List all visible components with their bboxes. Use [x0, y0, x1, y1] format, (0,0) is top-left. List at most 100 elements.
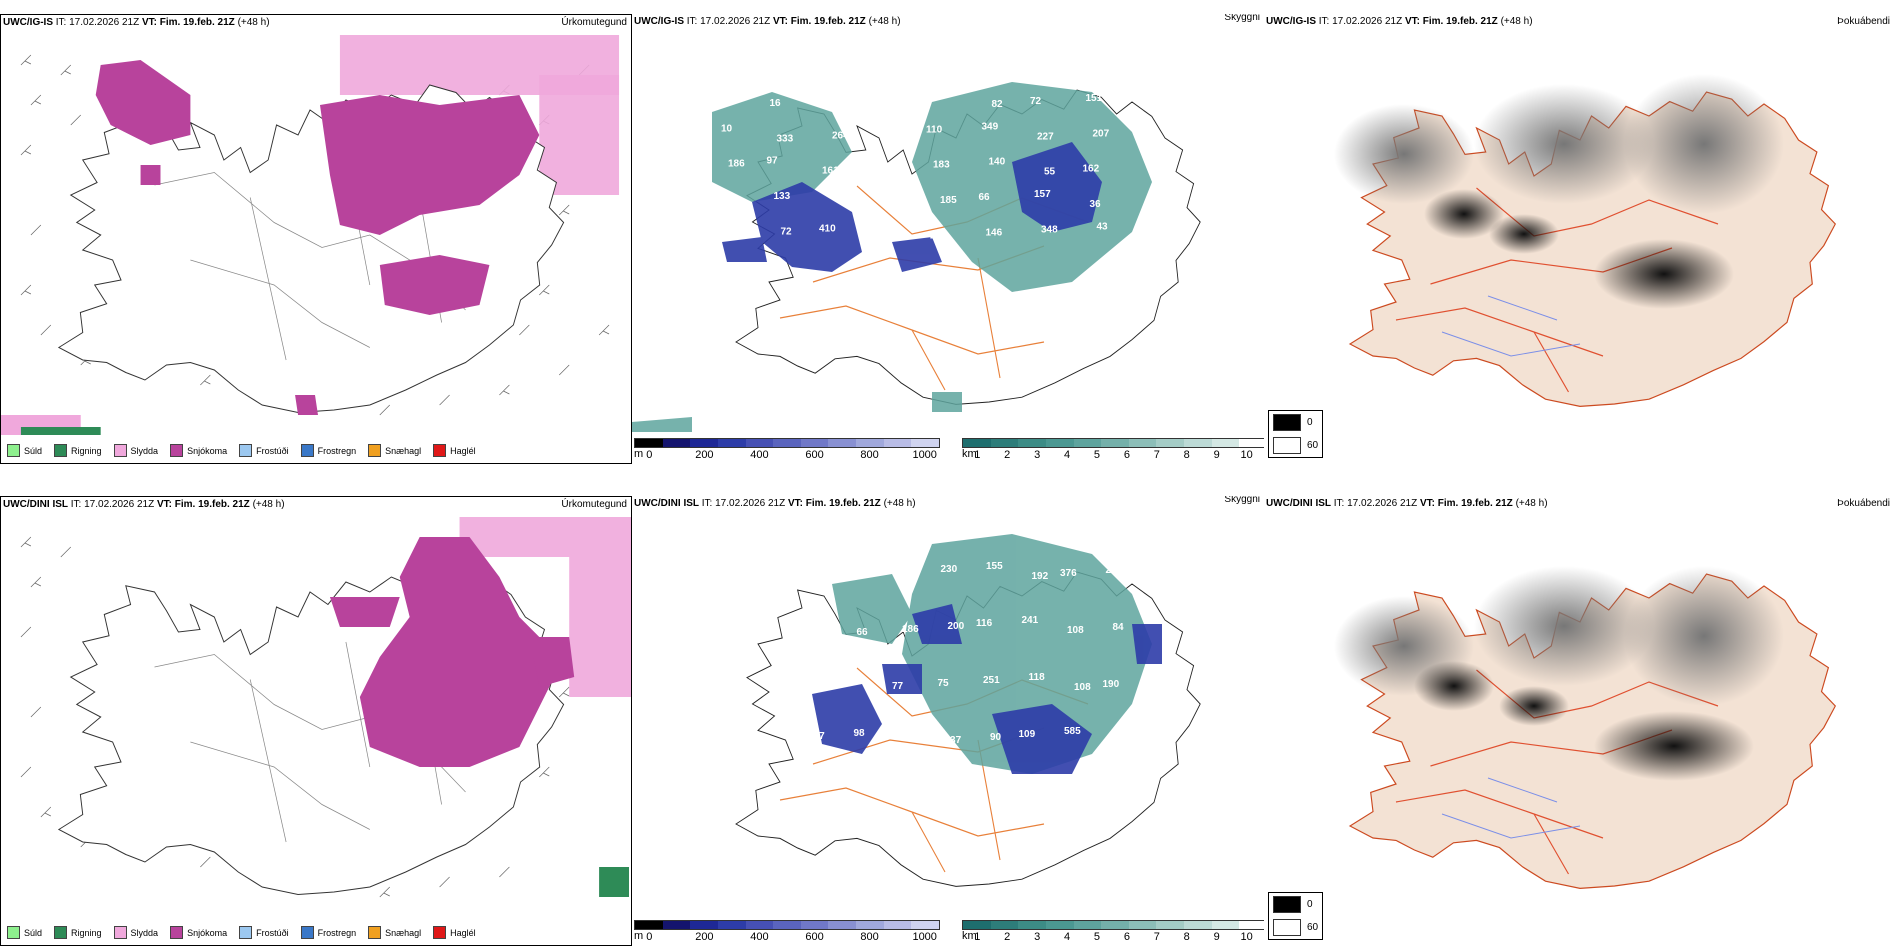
- panel-title: Úrkomutegund: [561, 499, 627, 510]
- visibility-value-label: 94: [885, 198, 897, 209]
- colorbar-tick: 8: [1183, 931, 1190, 943]
- lead-time: (+48 h): [868, 16, 901, 27]
- legend-swatch: [54, 444, 68, 457]
- legend-item: Haglél: [433, 444, 476, 457]
- colorbar-tick: 3: [1034, 449, 1041, 461]
- panel-header: UWC/IG-IS IT: 17.02.2026 21Z VT: Fim. 19…: [1266, 16, 1890, 32]
- visibility-value-label: 264: [832, 130, 849, 141]
- legend-item: Rigning: [54, 444, 102, 457]
- visibility-value-label: 108: [1067, 625, 1084, 636]
- visibility-value-label: 98: [854, 728, 866, 739]
- precip-panel-top: UWC/IG-IS IT: 17.02.2026 21Z VT: Fim. 19…: [0, 14, 632, 464]
- visibility-value-label: 190: [1103, 679, 1120, 690]
- colorbar-tick: 7: [1153, 931, 1160, 943]
- colorbar-swatch: [1073, 439, 1102, 447]
- panel-header: UWC/IG-IS IT: 17.02.2026 21Z VT: Fim. 19…: [3, 17, 627, 33]
- legend-item: Súld: [7, 926, 42, 939]
- fog-legend: 0 60: [1268, 410, 1324, 458]
- colorbar-swatch: [911, 439, 940, 447]
- colorbar-swatch: [745, 921, 774, 929]
- snow-areas: [95, 60, 540, 415]
- colorbar-m-swatches: [634, 920, 940, 930]
- visibility-value-label: 349: [982, 121, 999, 132]
- colorbar-tick: 0: [646, 449, 653, 461]
- legend-item: Haglél: [433, 926, 476, 939]
- visibility-value-label: 109: [1019, 729, 1036, 740]
- fog-legend-swatch: [1273, 919, 1301, 936]
- panel-header: UWC/IG-IS IT: 17.02.2026 21Z VT: Fim. 19…: [634, 14, 1260, 32]
- colorbar-tick: 2: [1004, 931, 1011, 943]
- colorbar-m-unit: m: [634, 448, 644, 460]
- colorbar-swatch: [773, 439, 801, 447]
- colorbar-swatch: [745, 439, 774, 447]
- legend-item: Snæhagl: [368, 444, 421, 457]
- sleet-area: [569, 557, 631, 697]
- precip-map: [1, 517, 631, 917]
- colorbar-swatch: [1073, 921, 1102, 929]
- rain-area: [599, 867, 630, 897]
- vt-label: VT:: [1404, 16, 1420, 27]
- legend-swatch: [368, 444, 382, 457]
- colorbar-tick: 5: [1093, 931, 1101, 943]
- colorbar-swatch: [1184, 439, 1212, 447]
- panel-title: Þokuábendi: [1837, 16, 1890, 27]
- vt-label: VT:: [156, 499, 172, 510]
- visibility-value-label: 66: [857, 627, 869, 638]
- vt-label: VT:: [787, 498, 803, 509]
- colorbar-tick: 7: [1153, 449, 1160, 461]
- legend-label: Súld: [24, 927, 43, 938]
- it-value: 17.02.2026 21Z: [715, 498, 786, 509]
- legend-item: Frostúði: [239, 926, 289, 939]
- legend-label: Rigning: [71, 927, 102, 938]
- visibility-value-label: 137: [945, 735, 962, 746]
- panel-header: UWC/DINI ISL IT: 17.02.2026 21Z VT: Fim.…: [634, 496, 1260, 514]
- colorbar-tick: 2: [1004, 449, 1011, 461]
- visibility-value-label: 208: [888, 127, 905, 138]
- legend-label: Frostúði: [256, 927, 289, 938]
- colorbar-tick: 6: [1123, 449, 1130, 461]
- visibility-value-label: 36: [1090, 199, 1102, 210]
- colorbar-tick: 800: [860, 931, 879, 943]
- colorbar-swatch: [1128, 921, 1157, 929]
- legend-item: Frostúði: [239, 444, 289, 457]
- colorbar-swatch: [1211, 921, 1240, 929]
- visibility-value-label: 251: [983, 675, 1000, 686]
- visibility-value-label: 90: [990, 732, 1002, 743]
- visibility-value-label: 110: [926, 124, 943, 135]
- visibility-value-label: 152: [811, 617, 828, 628]
- colorbar-swatch: [717, 439, 746, 447]
- colorbar-tick: 10: [1240, 449, 1253, 461]
- visibility-value-label: 74: [725, 229, 737, 240]
- colorbar-swatch: [662, 439, 691, 447]
- colorbar-swatch: [1101, 921, 1129, 929]
- precip-legend: Súld Rigning Slydda Snjókoma Frostúði Fr…: [7, 926, 476, 939]
- colorbar-km-ticks: 1 2 3 4 5 6 7 8 9 10: [962, 448, 1264, 462]
- visibility-value-label: 146: [986, 227, 1003, 238]
- colorbar-swatch: [1239, 921, 1264, 929]
- visibility-value-label: 24: [936, 89, 948, 100]
- model-name: UWC/DINI ISL: [634, 498, 699, 509]
- vt-value: Fim. 19.feb. 21Z: [159, 17, 235, 28]
- visibility-value-label: 185: [940, 195, 957, 206]
- visibility-panel-bottom: UWC/DINI ISL IT: 17.02.2026 21Z VT: Fim.…: [632, 496, 1264, 946]
- visibility-value-label: 376: [1060, 568, 1077, 579]
- it-value: 17.02.2026 21Z: [700, 16, 771, 27]
- panel-title: Skyggni: [1224, 14, 1260, 23]
- fog-legend-label: 60: [1307, 440, 1319, 451]
- colorbar-swatch: [690, 921, 718, 929]
- fog-shading: [1334, 74, 1784, 309]
- model-name: UWC/IG-IS: [634, 16, 684, 27]
- visibility-value-labels: 310 159 182 230 155 192 376 270 152 66 186 200 116 24…: [804, 560, 1127, 747]
- it-label: IT:: [686, 16, 698, 27]
- visibility-value-label: 144: [718, 194, 735, 205]
- legend-label: Snjókoma: [187, 927, 228, 938]
- fog-legend-label: 0: [1307, 899, 1313, 910]
- model-name: UWC/IG-IS: [1266, 16, 1316, 27]
- fog-legend-swatch: [1273, 437, 1301, 454]
- fog-legend-label: 0: [1307, 417, 1313, 428]
- visibility-m-colorbar: 0 200 400 600 800 1000 m: [634, 438, 940, 462]
- colorbar-swatch: [828, 921, 857, 929]
- visibility-map: 310 159 182 230 155 192 376 270 152 66 186 200 116 24…: [632, 514, 1264, 914]
- legend-swatch: [170, 926, 184, 939]
- model-name: UWC/IG-IS: [3, 17, 53, 28]
